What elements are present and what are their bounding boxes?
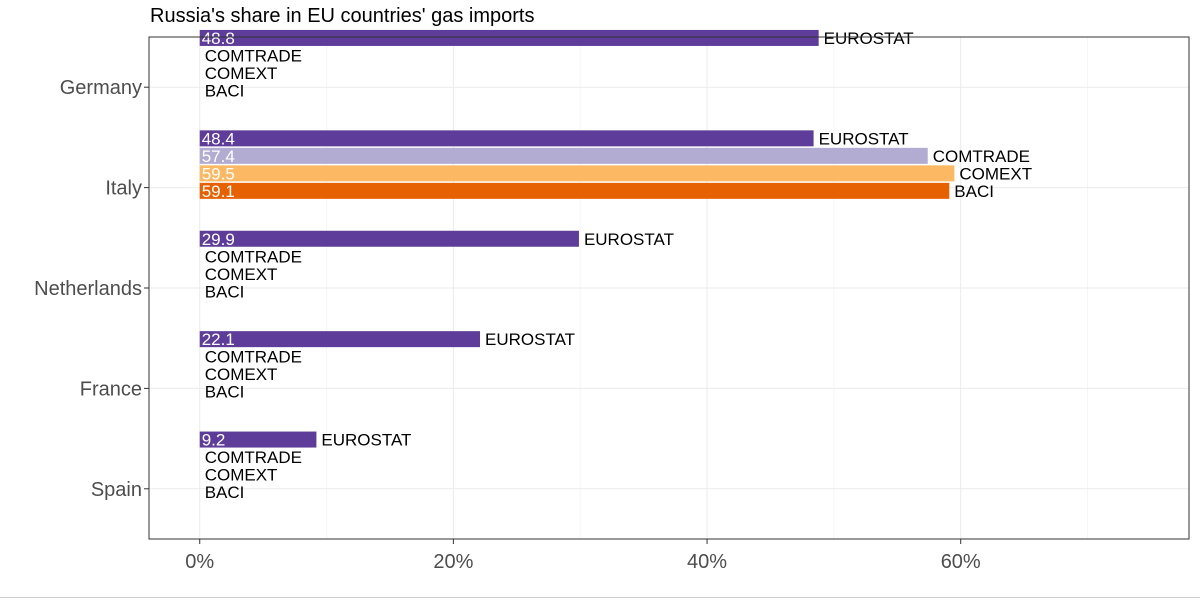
x-tick-label: 20% (433, 551, 473, 573)
series-label: COMTRADE (205, 448, 302, 467)
series-label: BACI (205, 282, 245, 301)
bar-eurostat (199, 331, 481, 348)
series-label: COMEXT (205, 64, 278, 83)
bar-value-label: 9.2 (202, 431, 226, 450)
series-label: COMEXT (205, 466, 278, 485)
series-label: BACI (205, 81, 245, 100)
grid-lines (149, 37, 1189, 539)
chart-title: Russia's share in EU countries' gas impo… (150, 5, 535, 27)
series-label: EUROSTAT (819, 129, 909, 148)
series-label: COMEXT (205, 265, 278, 284)
series-label: BACI (205, 483, 245, 502)
x-tick-label: 0% (185, 551, 214, 573)
series-label: COMTRADE (205, 348, 302, 367)
series-label: COMTRADE (933, 147, 1030, 166)
series-label: BACI (954, 182, 994, 201)
bar-value-label: 29.9 (202, 230, 235, 249)
x-tick-label: 40% (687, 551, 727, 573)
bar-value-label: 59.1 (202, 182, 235, 201)
bar-value-label: 59.5 (202, 164, 235, 183)
y-tick-label: France (80, 378, 142, 400)
bottom-divider (0, 597, 1200, 598)
bar-value-label: 57.4 (202, 147, 235, 166)
series-label: EUROSTAT (584, 230, 674, 249)
series-label: EUROSTAT (321, 431, 411, 450)
series-label: COMEXT (205, 365, 278, 384)
bar-eurostat (199, 431, 317, 448)
axes: Germany Italy Netherlands France Spain 0% 20% 4… (34, 77, 981, 573)
bar-value-label: 48.8 (202, 29, 235, 48)
series-label: EUROSTAT (485, 330, 575, 349)
bar-comtrade (199, 147, 928, 164)
bar-eurostat (199, 29, 819, 46)
bar-eurostat (199, 230, 579, 247)
bar-value-label: 48.4 (202, 129, 235, 148)
y-tick-label: Spain (91, 479, 142, 501)
y-tick-label: Netherlands (34, 278, 142, 300)
series-label: COMEXT (959, 164, 1032, 183)
bar-comext (199, 165, 955, 182)
bar-value-label: 22.1 (202, 330, 235, 349)
x-tick-label: 60% (941, 551, 981, 573)
bar-baci (199, 182, 950, 199)
series-label: BACI (205, 383, 245, 402)
y-tick-label: Germany (60, 77, 142, 99)
y-tick-label: Italy (105, 178, 142, 200)
series-label: COMTRADE (205, 247, 302, 266)
series-label: EUROSTAT (824, 29, 914, 48)
series-label: COMTRADE (205, 46, 302, 65)
bar-eurostat (199, 130, 814, 147)
bars (199, 29, 955, 448)
